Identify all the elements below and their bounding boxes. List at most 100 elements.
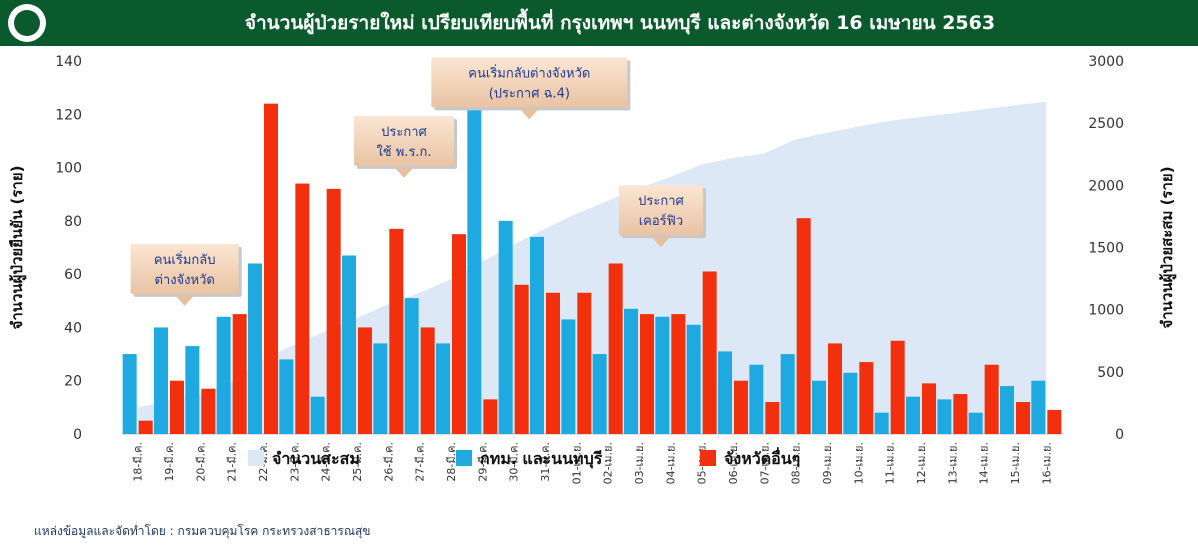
- y-tick-label: 100: [55, 161, 82, 177]
- annotation-box: [431, 57, 628, 108]
- bkk-bar: [154, 327, 168, 434]
- annotation-text: คนเริ่มกลับ: [154, 251, 216, 268]
- annotation-text: ประกาศ: [381, 125, 427, 140]
- x-tick-label: 10-เม.ย.: [852, 442, 865, 484]
- province-bar: [1047, 410, 1062, 434]
- x-tick-label: 01-เม.ย.: [570, 442, 583, 484]
- annotation-text: ต่างจังหวัด: [154, 273, 214, 288]
- bkk-bar: [342, 255, 356, 434]
- bkk-bar: [780, 354, 795, 434]
- province-bar: [264, 103, 278, 434]
- bkk-bar: [624, 308, 638, 434]
- y-right-tick-label: 500: [1097, 365, 1124, 381]
- province-bar: [765, 402, 780, 434]
- bkk-bar: [686, 324, 701, 434]
- province-bar: [389, 228, 404, 434]
- y-tick-label: 40: [64, 320, 82, 336]
- annotation-arrow: [175, 295, 194, 306]
- x-tick-label: 20-มี.ค.: [194, 442, 207, 482]
- x-tick-label: 21-มี.ค.: [226, 442, 239, 482]
- y-right-tick-label: 2500: [1088, 116, 1124, 132]
- x-tick-label: 27-มี.ค.: [414, 442, 427, 482]
- bkk-bar: [248, 263, 262, 434]
- y-right-axis-title: จำนวนผู้ป่วยสะสม (ราย): [1158, 166, 1177, 328]
- x-tick-label: 28-มี.ค.: [445, 442, 458, 482]
- province-bar: [170, 380, 184, 434]
- province-bar: [201, 388, 216, 434]
- bkk-bar: [530, 236, 544, 434]
- source-note: แหล่งข้อมูลและจัดทำโดย : กรมควบคุมโรค กร…: [34, 524, 371, 538]
- chart: 0 20 40 60 80 100 120 140 0 500 1000 1500 2000 2500 30…: [8, 54, 1177, 484]
- bkk-bar: [279, 359, 294, 434]
- bkk-bar: [1000, 386, 1014, 434]
- y-right-tick-label: 0: [1115, 427, 1124, 443]
- annotation-box: [130, 243, 239, 294]
- y-tick-label: 80: [64, 214, 82, 230]
- province-bar: [138, 420, 153, 434]
- province-bar: [514, 284, 529, 434]
- annotation-text: ประกาศ: [638, 194, 684, 209]
- x-tick-label: 19-มี.ค.: [163, 442, 176, 482]
- legend-swatch: [248, 450, 264, 466]
- x-tick-label: 02-เม.ย.: [602, 442, 615, 484]
- x-tick-label: 23-มี.ค.: [288, 442, 301, 482]
- x-tick-label: 11-เม.ย.: [884, 442, 897, 484]
- annotation-text: ใช้ พ.ร.ก.: [376, 144, 431, 160]
- header-banner: จำนวนผู้ป่วยรายใหม่ เปรียบเทียบพื้นที่ ก…: [0, 0, 1198, 46]
- x-tick-label: 18-มี.ค.: [132, 442, 145, 482]
- bkk-bar: [874, 412, 889, 434]
- bkk-bar: [843, 372, 858, 434]
- annotation-arrow: [395, 167, 413, 178]
- bkk-bar: [436, 343, 450, 434]
- x-tick-label: 03-เม.ย.: [633, 442, 646, 484]
- y-tick-label: 60: [64, 267, 82, 283]
- annotation-text: คนเริ่มกลับต่างจังหวัด: [468, 64, 590, 81]
- x-tick-label: 16-เม.ย.: [1040, 442, 1053, 484]
- y-right-tick-label: 3000: [1088, 54, 1124, 70]
- province-bar: [577, 292, 592, 434]
- province-bar: [702, 271, 717, 434]
- province-bar: [452, 234, 466, 434]
- legend-label: จังหวัดอื่นๆ: [724, 447, 800, 468]
- province-bar: [1016, 402, 1030, 434]
- bkk-bar: [122, 354, 137, 434]
- y-right-tick-label: 1000: [1088, 303, 1124, 319]
- bkk-bar: [373, 343, 388, 434]
- x-tick-label: 07-เม.ย.: [758, 442, 771, 484]
- legend-swatch: [700, 450, 716, 466]
- bkk-bar: [718, 351, 732, 434]
- province-bar: [953, 394, 968, 434]
- legend-label: จำนวนสะสม: [272, 449, 360, 468]
- annotation-arrow: [520, 109, 539, 120]
- x-tick-label: 26-มี.ค.: [382, 442, 395, 482]
- annotation-arrow: [651, 237, 670, 248]
- bkk-bar: [812, 380, 826, 434]
- annotation-text: (ประกาศ ฉ.4): [489, 86, 570, 101]
- y-tick-label: 20: [64, 374, 82, 390]
- bkk-bar: [1031, 380, 1046, 434]
- y-tick-label: 140: [55, 54, 82, 70]
- bkk-bar: [216, 316, 231, 434]
- bkk-bar: [937, 399, 952, 434]
- bkk-bar: [561, 319, 576, 434]
- province-bar: [734, 380, 748, 434]
- province-bar: [671, 314, 686, 434]
- bkk-bar: [498, 220, 513, 434]
- bkk-bar: [655, 316, 670, 434]
- x-tick-label: 04-เม.ย.: [664, 442, 677, 484]
- province-bar: [420, 327, 435, 434]
- x-tick-label: 31-มี.ค.: [539, 442, 552, 482]
- y-tick-label: 0: [73, 427, 82, 443]
- chart-title: จำนวนผู้ป่วยรายใหม่ เปรียบเทียบพื้นที่ ก…: [244, 12, 996, 34]
- x-tick-label: 29-มี.ค.: [476, 442, 489, 482]
- x-tick-label: 24-มี.ค.: [320, 442, 333, 482]
- bkk-bar: [185, 346, 200, 434]
- y-axis-title: จำนวนผู้ป่วยยืนยัน (ราย): [8, 166, 27, 330]
- bkk-bar: [467, 98, 482, 435]
- annotation-text: เคอร์ฟิว: [639, 213, 683, 229]
- province-bar: [483, 399, 498, 434]
- bkk-bar: [906, 396, 920, 434]
- y-right-tick-label: 1500: [1088, 241, 1124, 257]
- annotation-box: [618, 185, 703, 236]
- bkk-bar: [749, 364, 764, 434]
